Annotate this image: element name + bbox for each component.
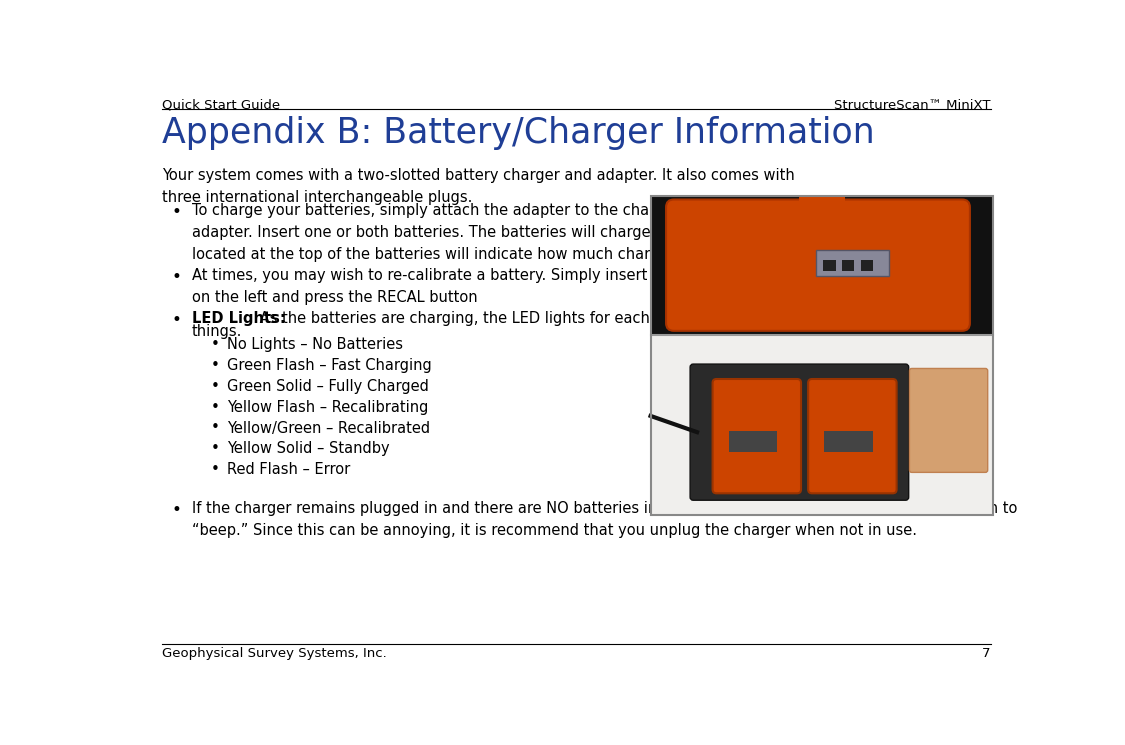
Text: Appendix B: Battery/Charger Information: Appendix B: Battery/Charger Information <box>162 116 875 150</box>
Text: •: • <box>210 462 219 477</box>
FancyBboxPatch shape <box>817 250 889 276</box>
Text: •: • <box>210 400 219 415</box>
Text: Yellow/Green – Recalibrated: Yellow/Green – Recalibrated <box>227 420 431 436</box>
Bar <box>842 260 854 270</box>
Text: If the charger remains plugged in and there are NO batteries in the charger, the: If the charger remains plugged in and th… <box>191 501 1017 538</box>
Text: •: • <box>172 203 181 221</box>
Bar <box>861 260 873 270</box>
Text: Red Flash – Error: Red Flash – Error <box>227 462 351 477</box>
Text: LED Lights:: LED Lights: <box>191 311 286 326</box>
Text: At times, you may wish to re-calibrate a battery. Simply insert a battery into t: At times, you may wish to re-calibrate a… <box>191 268 811 305</box>
Text: 7: 7 <box>982 647 991 660</box>
Bar <box>650 196 993 516</box>
Text: StructureScan™ MiniXT: StructureScan™ MiniXT <box>835 98 991 112</box>
Text: •: • <box>172 501 181 519</box>
FancyBboxPatch shape <box>909 369 988 472</box>
Text: Green Solid – Fully Charged: Green Solid – Fully Charged <box>227 379 430 394</box>
FancyBboxPatch shape <box>712 379 801 493</box>
FancyBboxPatch shape <box>690 364 909 500</box>
Text: •: • <box>210 420 219 436</box>
Text: •: • <box>210 358 219 373</box>
Text: •: • <box>172 268 181 286</box>
Text: •: • <box>210 337 219 352</box>
FancyBboxPatch shape <box>666 200 970 331</box>
Text: Your system comes with a two-slotted battery charger and adapter. It also comes : Your system comes with a two-slotted bat… <box>162 168 795 205</box>
Bar <box>825 431 873 452</box>
Bar <box>729 431 777 452</box>
FancyBboxPatch shape <box>808 379 897 493</box>
Text: Yellow Flash – Recalibrating: Yellow Flash – Recalibrating <box>227 400 429 415</box>
Text: Green Flash – Fast Charging: Green Flash – Fast Charging <box>227 358 432 373</box>
Text: As the batteries are charging, the LED lights for each slot will do different: As the batteries are charging, the LED l… <box>255 311 800 326</box>
Text: No Lights – No Batteries: No Lights – No Batteries <box>227 337 404 352</box>
Bar <box>799 196 845 211</box>
Bar <box>650 196 993 335</box>
Text: •: • <box>210 379 219 394</box>
Bar <box>650 335 993 516</box>
Text: To charge your batteries, simply attach the adapter to the charger and plug in t: To charge your batteries, simply attach … <box>191 203 827 261</box>
Text: •: • <box>172 311 181 329</box>
Text: Quick Start Guide: Quick Start Guide <box>162 98 280 112</box>
Text: things.: things. <box>191 324 242 339</box>
Text: •: • <box>210 441 219 456</box>
Text: Yellow Solid – Standby: Yellow Solid – Standby <box>227 441 390 456</box>
Bar <box>824 260 836 270</box>
Text: Geophysical Survey Systems, Inc.: Geophysical Survey Systems, Inc. <box>162 647 387 660</box>
